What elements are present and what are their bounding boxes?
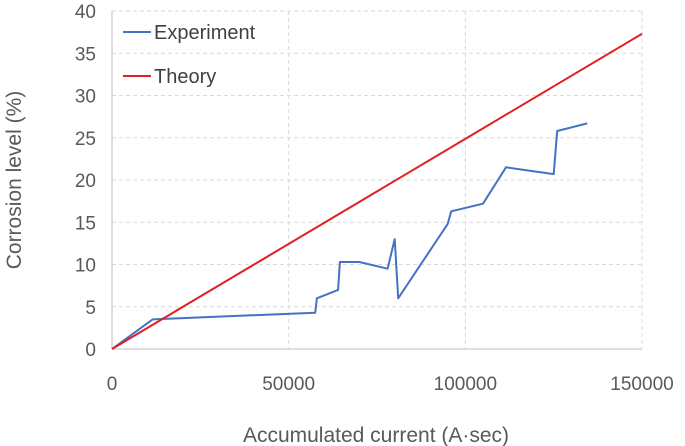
y-tick-label: 25 [75,129,96,150]
y-tick-label: 10 [75,256,96,277]
y-tick-label: 40 [75,2,96,23]
axes [111,11,642,350]
y-tick-label: 0 [85,340,96,361]
legend-label-experiment: Experiment [154,22,256,44]
y-tick-label: 20 [75,171,96,192]
y-axis-title: Corrosion level (%) [3,91,26,270]
y-tick-label: 15 [75,213,96,234]
series-line-theory [111,32,643,350]
x-tick-label: 150000 [610,374,673,395]
series-line-experiment [111,122,588,350]
tick-labels: 0 5 10 15 20 25 30 35 40 0 50000 100000 150000 [75,2,674,395]
x-axis-title: Accumulated current (A·sec) [243,424,509,446]
x-tick-label: 50000 [262,374,315,395]
y-tick-label: 35 [75,44,96,65]
y-tick-label: 5 [85,298,96,319]
y-tick-label: 30 [75,87,96,108]
grid-lines [112,10,643,349]
x-tick-label: 0 [107,374,118,395]
legend: Experiment Theory [123,22,256,88]
series-lines [111,32,643,350]
x-tick-label: 100000 [434,374,497,395]
legend-label-theory: Theory [154,66,216,88]
